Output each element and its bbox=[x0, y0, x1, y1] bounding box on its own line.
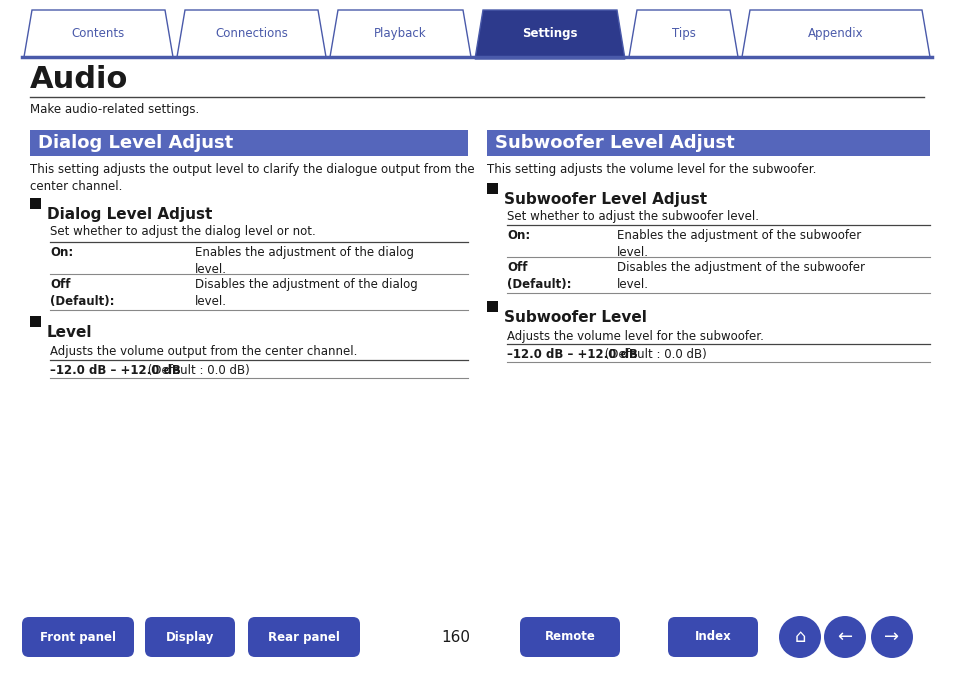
Text: Subwoofer Level Adjust: Subwoofer Level Adjust bbox=[495, 134, 734, 152]
Bar bbox=[30, 130, 468, 156]
Text: Adjusts the volume level for the subwoofer.: Adjusts the volume level for the subwoof… bbox=[506, 330, 763, 343]
Text: Remote: Remote bbox=[544, 631, 595, 643]
Text: (Default : 0.0 dB): (Default : 0.0 dB) bbox=[600, 348, 706, 361]
Text: On:: On: bbox=[50, 246, 73, 259]
Text: –12.0 dB – +12.0 dB: –12.0 dB – +12.0 dB bbox=[50, 364, 181, 377]
Text: Disables the adjustment of the dialog
level.: Disables the adjustment of the dialog le… bbox=[194, 278, 417, 308]
Text: Dialog Level Adjust: Dialog Level Adjust bbox=[38, 134, 233, 152]
Text: Tips: Tips bbox=[671, 27, 695, 40]
Bar bbox=[30, 316, 41, 327]
Text: Disables the adjustment of the subwoofer
level.: Disables the adjustment of the subwoofer… bbox=[617, 261, 864, 291]
Polygon shape bbox=[741, 10, 929, 57]
FancyBboxPatch shape bbox=[519, 617, 619, 657]
Text: (Default : 0.0 dB): (Default : 0.0 dB) bbox=[144, 364, 250, 377]
Text: Rear panel: Rear panel bbox=[268, 631, 339, 643]
Circle shape bbox=[823, 616, 865, 658]
Text: Set whether to adjust the subwoofer level.: Set whether to adjust the subwoofer leve… bbox=[506, 210, 759, 223]
Text: Subwoofer Level Adjust: Subwoofer Level Adjust bbox=[503, 192, 706, 207]
Bar bbox=[486, 183, 497, 194]
Polygon shape bbox=[475, 10, 624, 59]
Text: Playback: Playback bbox=[374, 27, 426, 40]
Text: –12.0 dB – +12.0 dB: –12.0 dB – +12.0 dB bbox=[506, 348, 638, 361]
Text: ⌂: ⌂ bbox=[794, 628, 805, 646]
FancyBboxPatch shape bbox=[248, 617, 359, 657]
Text: Enables the adjustment of the dialog
level.: Enables the adjustment of the dialog lev… bbox=[194, 246, 414, 276]
Text: Dialog Level Adjust: Dialog Level Adjust bbox=[47, 207, 213, 222]
Bar bbox=[486, 301, 497, 312]
Text: Off
(Default):: Off (Default): bbox=[506, 261, 571, 291]
Bar bbox=[30, 198, 41, 209]
Text: Subwoofer Level: Subwoofer Level bbox=[503, 310, 646, 325]
Text: Make audio-related settings.: Make audio-related settings. bbox=[30, 103, 199, 116]
Text: ←: ← bbox=[837, 628, 852, 646]
Text: Audio: Audio bbox=[30, 65, 129, 94]
Polygon shape bbox=[24, 10, 172, 57]
Text: Off
(Default):: Off (Default): bbox=[50, 278, 114, 308]
Bar bbox=[486, 130, 929, 156]
Polygon shape bbox=[177, 10, 326, 57]
Circle shape bbox=[870, 616, 912, 658]
FancyBboxPatch shape bbox=[22, 617, 133, 657]
Text: →: → bbox=[883, 628, 899, 646]
Text: Connections: Connections bbox=[214, 27, 288, 40]
Text: Contents: Contents bbox=[71, 27, 125, 40]
Text: 160: 160 bbox=[441, 629, 470, 645]
Text: On:: On: bbox=[506, 229, 530, 242]
Text: Front panel: Front panel bbox=[40, 631, 116, 643]
Text: Index: Index bbox=[694, 631, 731, 643]
Text: Enables the adjustment of the subwoofer
level.: Enables the adjustment of the subwoofer … bbox=[617, 229, 861, 259]
Text: Appendix: Appendix bbox=[807, 27, 862, 40]
Text: This setting adjusts the output level to clarify the dialogue output from the
ce: This setting adjusts the output level to… bbox=[30, 163, 475, 193]
Text: Display: Display bbox=[166, 631, 214, 643]
FancyBboxPatch shape bbox=[145, 617, 234, 657]
FancyBboxPatch shape bbox=[667, 617, 758, 657]
Text: Settings: Settings bbox=[521, 27, 578, 40]
Polygon shape bbox=[330, 10, 471, 57]
Text: Level: Level bbox=[47, 325, 92, 340]
Text: Adjusts the volume output from the center channel.: Adjusts the volume output from the cente… bbox=[50, 345, 357, 358]
Text: This setting adjusts the volume level for the subwoofer.: This setting adjusts the volume level fo… bbox=[486, 163, 816, 176]
Circle shape bbox=[779, 616, 821, 658]
Text: Set whether to adjust the dialog level or not.: Set whether to adjust the dialog level o… bbox=[50, 225, 315, 238]
Polygon shape bbox=[628, 10, 738, 57]
